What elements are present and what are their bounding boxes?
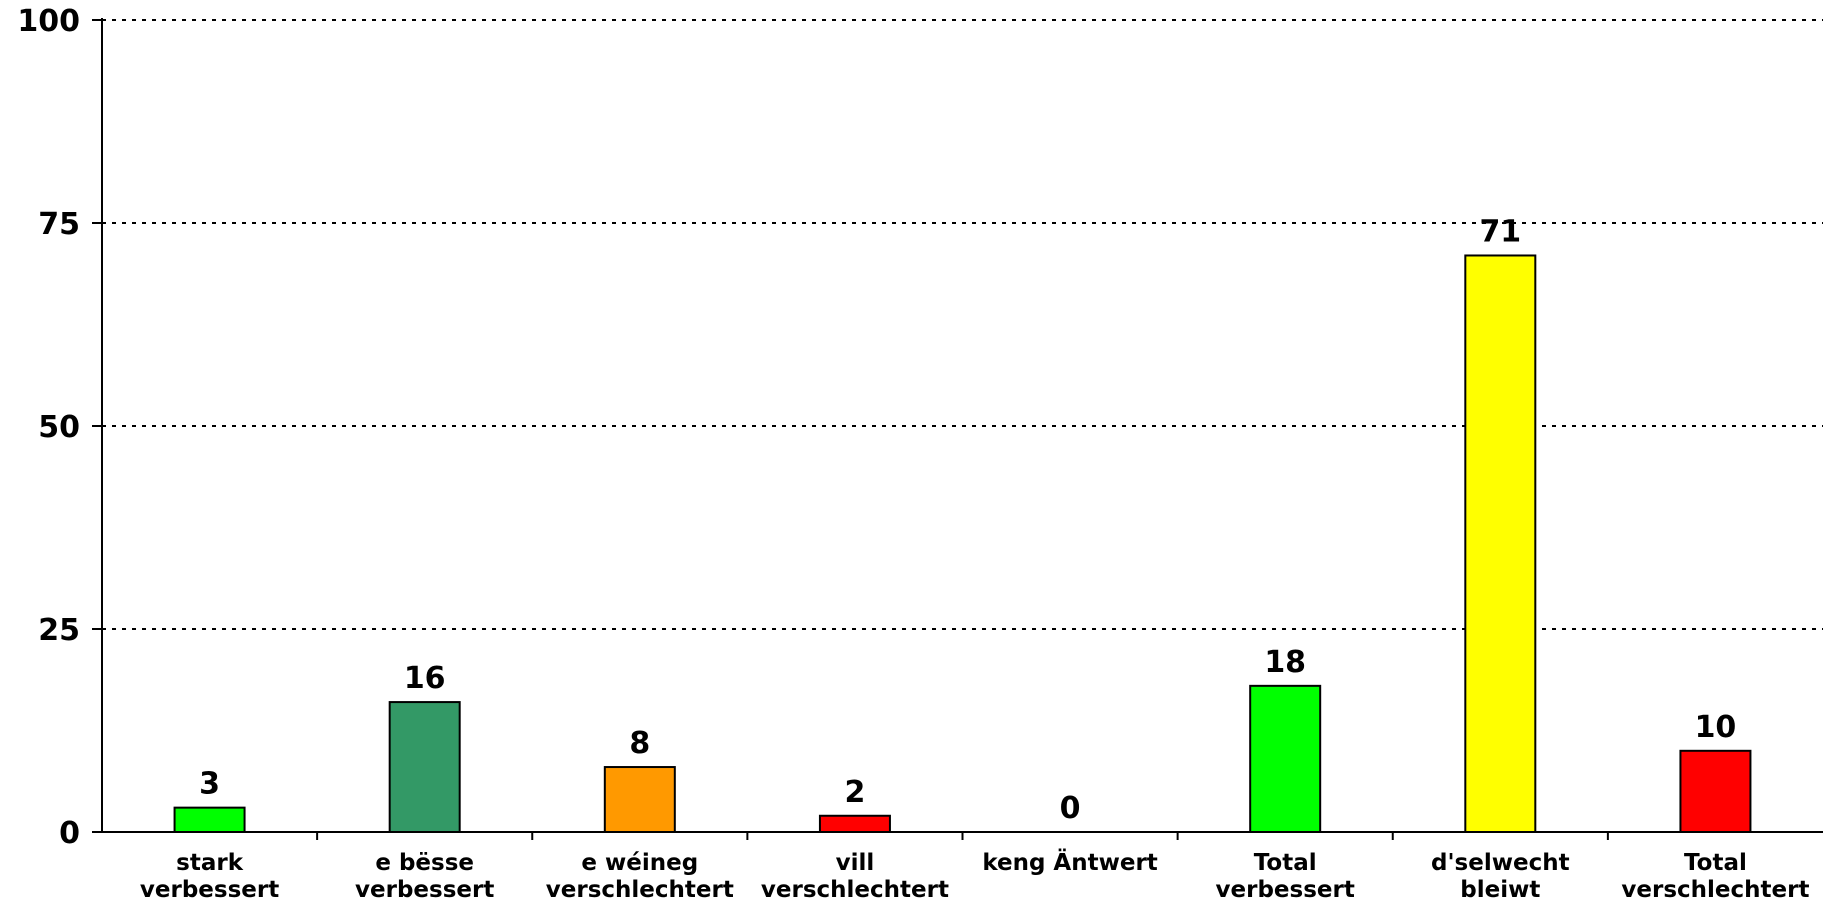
data-label: 8 xyxy=(629,726,650,761)
x-category-label: e bësse xyxy=(375,850,474,876)
data-label: 10 xyxy=(1695,710,1737,745)
x-category-label: d'selwecht xyxy=(1431,850,1570,876)
bar xyxy=(388,701,461,834)
x-category-label: stark xyxy=(176,850,244,876)
x-category-label: verschlechtert xyxy=(1621,877,1809,901)
bar xyxy=(818,814,891,834)
x-category-label: verbessert xyxy=(140,877,279,901)
data-label: 16 xyxy=(404,661,446,696)
x-category-label: verbessert xyxy=(1216,877,1355,901)
x-category-label: verschlechtert xyxy=(546,877,734,901)
data-label: 3 xyxy=(199,767,220,802)
x-category-label: Total xyxy=(1684,850,1747,876)
data-label: 0 xyxy=(1060,791,1081,826)
x-category-label: verschlechtert xyxy=(761,877,949,901)
data-label: 71 xyxy=(1479,214,1521,249)
x-category-label: vill xyxy=(836,850,875,876)
x-category-label: keng Äntwert xyxy=(982,848,1157,876)
bar xyxy=(173,806,246,834)
y-tick-label: 50 xyxy=(38,410,80,445)
y-tick-label: 75 xyxy=(38,207,80,242)
bar xyxy=(1249,684,1322,834)
y-tick-label: 100 xyxy=(17,4,80,39)
data-label: 2 xyxy=(845,775,866,810)
y-tick-label: 25 xyxy=(38,613,80,648)
y-tick-label: 0 xyxy=(59,816,80,851)
x-category-label: bleiwt xyxy=(1460,877,1540,901)
x-category-label: e wéineg xyxy=(581,850,698,876)
bar xyxy=(603,766,676,833)
x-category-label: Total xyxy=(1254,850,1317,876)
bar xyxy=(1679,749,1752,833)
bar xyxy=(1464,254,1537,834)
x-category-label: verbessert xyxy=(355,877,494,901)
data-label: 18 xyxy=(1264,645,1306,680)
